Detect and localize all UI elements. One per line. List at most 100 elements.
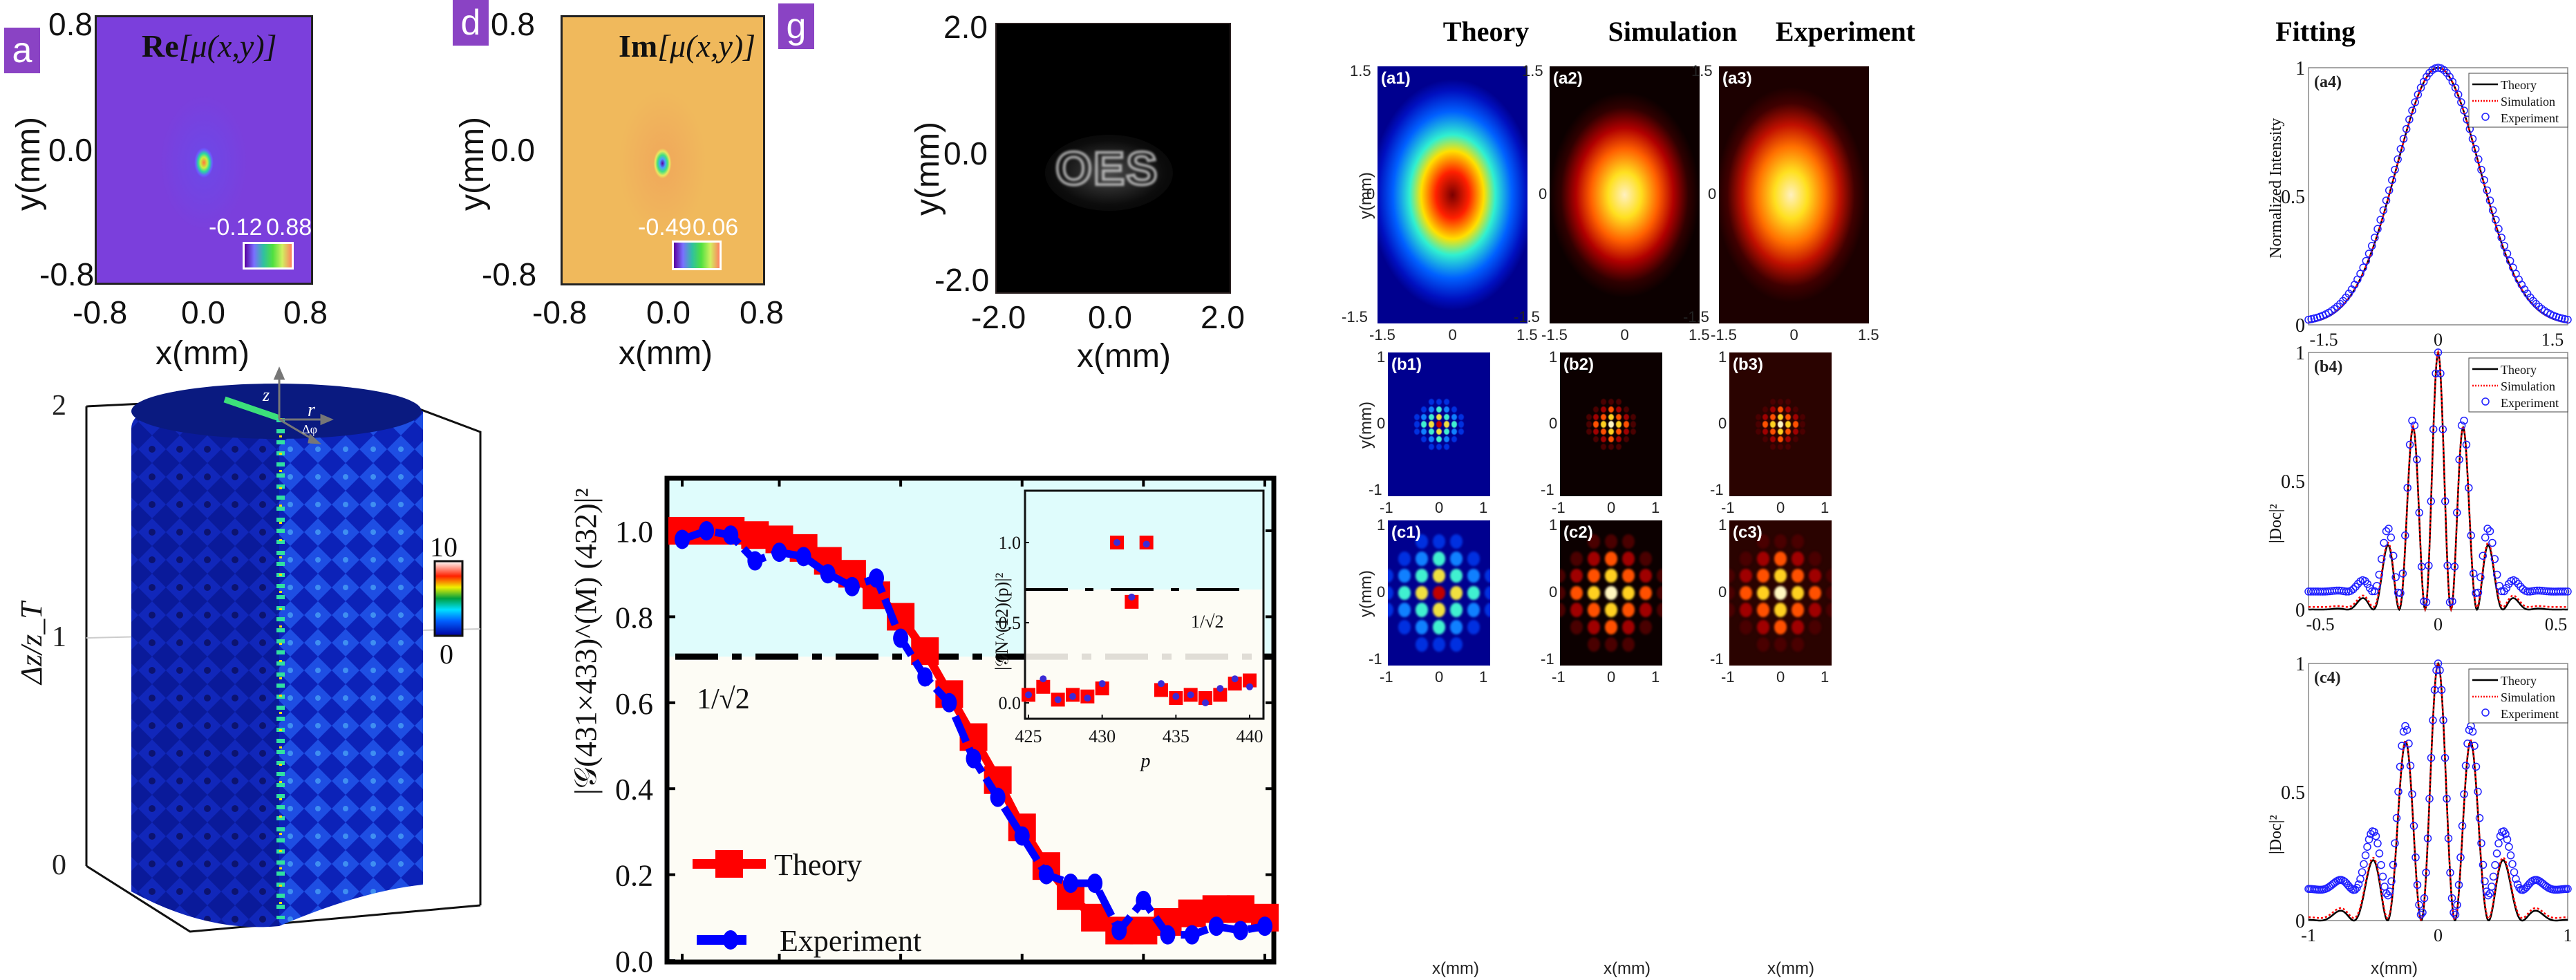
lattice-spot: [1449, 534, 1463, 549]
lattice-spot: [1433, 603, 1445, 618]
grid-y-tick-label: 1.5: [1350, 62, 1371, 79]
lattice-spot: [1791, 620, 1804, 635]
lattice-spot: [1413, 428, 1420, 435]
lattice-spot: [1436, 406, 1442, 413]
grid-x-tick-label: 1.5: [1516, 326, 1538, 343]
lattice-spot: [1433, 534, 1445, 549]
fit-experiment-marker: [2389, 552, 2398, 560]
fit-experiment-marker: [2503, 249, 2512, 258]
lattice-spot: [1436, 436, 1442, 443]
grid-y-tick-label: 0: [1718, 583, 1727, 601]
fit-experiment-marker: [2460, 416, 2468, 425]
lattice-spot: [1436, 413, 1442, 420]
fit-experiment-marker: [2422, 598, 2431, 607]
fit-theory-line: [2308, 661, 2568, 922]
panel-d-colorbar: [672, 241, 722, 270]
lattice-spot: [1656, 568, 1662, 583]
panel-a-ytick: -0.8: [39, 256, 95, 292]
lattice-spot: [1416, 568, 1429, 583]
lattice-spot: [1467, 551, 1480, 566]
y-tick-label: 0.4: [615, 773, 653, 807]
panel-a-xlabel: x(mm): [156, 335, 250, 372]
fit-experiment-marker: [2494, 225, 2503, 234]
lattice-spot: [1630, 413, 1637, 420]
panel-label-d: d: [453, 0, 489, 46]
lattice-spot: [1588, 603, 1601, 618]
map-c3: [1729, 520, 1832, 666]
experiment-marker: [1232, 921, 1248, 941]
x-tick-label: 20: [1128, 978, 1158, 980]
fit-experiment-marker: [2508, 860, 2517, 868]
lattice-spot: [1755, 428, 1761, 435]
panel-tag: (a1): [1381, 69, 1411, 88]
fit-experiment-marker: [2557, 314, 2566, 323]
fit-experiment-marker: [2512, 577, 2520, 585]
fit-experiment-marker: [2398, 569, 2407, 578]
fit-experiment-marker: [2506, 851, 2515, 860]
fit-experiment-marker: [2481, 534, 2490, 542]
fit-experiment-marker: [2391, 165, 2399, 174]
inset-experiment-marker: [1040, 675, 1047, 683]
grid-x-tick-label: 0: [1448, 326, 1457, 343]
fit-experiment-marker: [2485, 527, 2494, 536]
lattice-spot: [1484, 568, 1490, 583]
map-b2: [1560, 352, 1662, 496]
lattice-spot: [1467, 568, 1480, 583]
lattice-spot: [1630, 421, 1637, 428]
fit-experiment-marker: [2356, 270, 2365, 278]
lattice-spot: [1593, 436, 1599, 443]
panel-g-image: OES: [995, 23, 1231, 294]
fit-experiment-marker: [2396, 589, 2405, 597]
panel-d-xtick: 0.0: [646, 294, 690, 330]
lattice-spot: [1762, 421, 1769, 428]
lattice-spot: [1429, 428, 1435, 435]
fit-experiment-marker: [2489, 872, 2498, 881]
fit-experiment-marker: [2474, 588, 2483, 597]
fit-experiment-marker: [2476, 573, 2485, 581]
lattice-spot: [1757, 551, 1770, 566]
fit-experiment-marker: [2394, 155, 2402, 164]
fit-experiment-marker: [2503, 835, 2512, 844]
map-a2: [1550, 66, 1700, 323]
experiment-marker: [1136, 890, 1151, 910]
panel-3d-ztick: 0: [52, 849, 66, 881]
experiment-marker: [1184, 925, 1200, 945]
panel-3d: z r Δφ 2 1 0 Δz/z_T 10 0: [15, 366, 482, 933]
panel-d-map: [561, 16, 764, 284]
lattice-spot: [1770, 443, 1776, 450]
fit-simulation-line: [2308, 349, 2568, 612]
lattice-spot: [1433, 637, 1445, 652]
lattice-spot: [1808, 620, 1821, 635]
panel-g-xtick: -2.0: [971, 299, 1026, 335]
fit-experiment-marker: [2410, 421, 2419, 430]
panel-label-g: g: [778, 3, 814, 49]
fit-y-tick-label: 1: [2295, 58, 2305, 79]
lattice-spot: [1800, 413, 1806, 420]
fit-experiment-marker: [2427, 753, 2436, 762]
lattice-spot: [1601, 428, 1607, 435]
grid-x-tick-label: -1: [1552, 668, 1566, 686]
lattice-spot: [1449, 637, 1463, 652]
lattice-spot: [1429, 399, 1435, 406]
experiment-marker: [990, 787, 1006, 807]
lattice-spot: [1433, 551, 1445, 566]
lattice-spot: [1621, 603, 1635, 618]
column-header-simulation: Simulation: [1608, 16, 1738, 47]
fit-experiment-marker: [2453, 901, 2461, 910]
panel-a-colorbar: [243, 242, 294, 270]
lattice-spot: [1757, 603, 1770, 618]
experiment-marker: [796, 547, 811, 567]
lattice-spot: [1762, 436, 1769, 443]
panel-3d-ztick: 1: [52, 621, 66, 653]
lattice-spot: [1770, 428, 1776, 435]
experiment-marker: [820, 564, 836, 584]
fit-experiment-marker: [2365, 835, 2373, 844]
inset-y-tick-label: 1.0: [999, 533, 1022, 553]
lattice-spot: [1639, 585, 1652, 601]
panel-g-ytick: 2.0: [943, 9, 988, 45]
fit-experiment-marker: [2492, 570, 2501, 579]
fit-experiment-marker: [2462, 440, 2471, 449]
lattice-spot: [1467, 603, 1480, 618]
lattice-spot: [1605, 534, 1617, 549]
experiment-marker: [1257, 916, 1272, 936]
